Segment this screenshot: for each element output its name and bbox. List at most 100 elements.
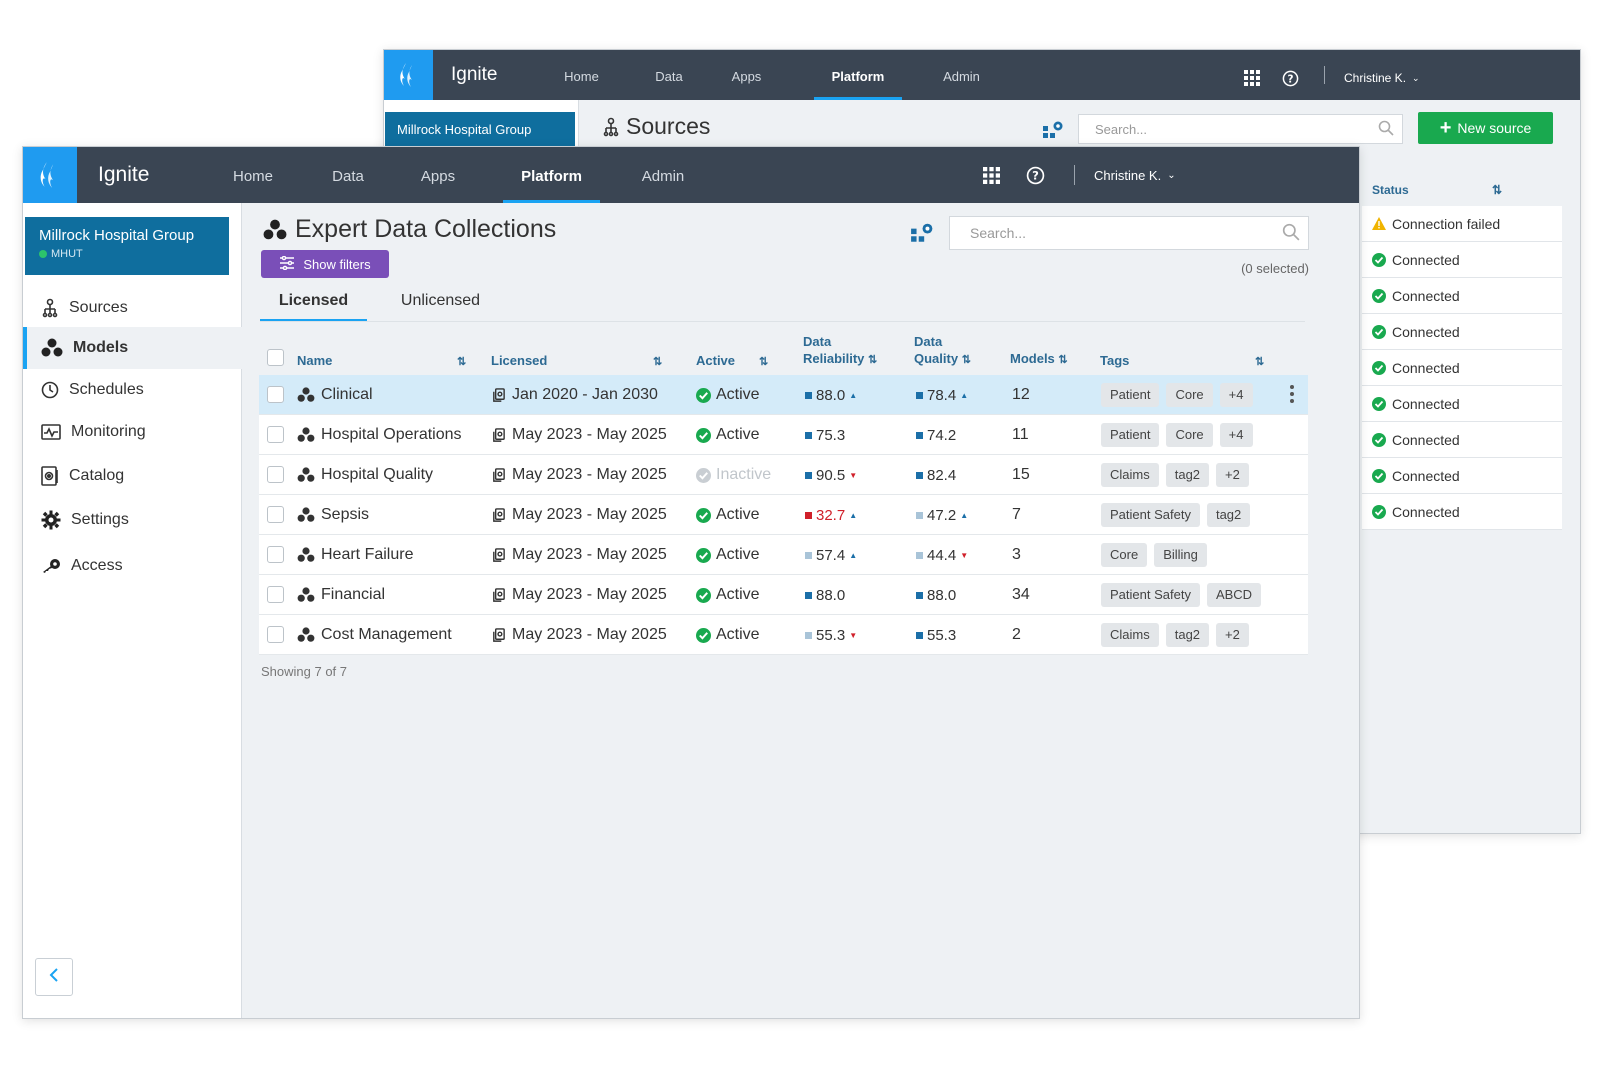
user-menu[interactable]: Christine K. ⌄: [1094, 147, 1176, 203]
tag-chip[interactable]: ABCD: [1206, 583, 1262, 607]
table-row[interactable]: Heart Failure May 2023 - May 2025 Active 57…: [259, 535, 1308, 575]
cell-name[interactable]: Sepsis: [297, 495, 369, 535]
cell-name[interactable]: Cost Management: [297, 615, 452, 655]
tag-chip[interactable]: Core: [1166, 423, 1213, 447]
tab-unlicensed[interactable]: Unlicensed: [400, 292, 481, 309]
col-header-licensed[interactable]: Licensed: [491, 353, 548, 368]
sidebar-item-settings[interactable]: Settings: [23, 499, 242, 541]
row-checkbox[interactable]: [267, 386, 284, 403]
ignite-logo[interactable]: [384, 50, 433, 100]
apps-grid-icon[interactable]: [983, 147, 1000, 203]
row-checkbox[interactable]: [267, 546, 284, 563]
new-source-button[interactable]: + New source: [1418, 112, 1553, 144]
quality-marker: [916, 471, 923, 479]
ignite-logo[interactable]: [23, 147, 77, 203]
table-row[interactable]: Financial May 2023 - May 2025 Active 88.0 88…: [259, 575, 1308, 615]
show-filters-button[interactable]: Show filters: [261, 250, 389, 278]
sidebar-item-monitoring[interactable]: Monitoring: [23, 411, 242, 453]
apps-grid-icon[interactable]: [1244, 50, 1260, 106]
cell-quality: 44.4 ▼: [916, 535, 968, 575]
cell-name[interactable]: Hospital Quality: [297, 455, 433, 495]
tag-chip[interactable]: Core: [1101, 543, 1148, 567]
nav-apps[interactable]: Apps: [731, 69, 762, 84]
search-input[interactable]: Search...: [1078, 114, 1403, 144]
sort-icon[interactable]: ⇅: [1492, 183, 1503, 197]
tab-licensed[interactable]: Licensed: [260, 284, 367, 322]
tag-chip[interactable]: Patient Safety: [1101, 583, 1200, 607]
sidebar-item-catalog[interactable]: Catalog: [23, 455, 242, 497]
select-all-checkbox[interactable]: [267, 349, 284, 366]
active-status: Active: [716, 426, 760, 443]
nav-admin[interactable]: Admin: [943, 69, 980, 84]
help-icon[interactable]: ?: [1026, 147, 1045, 203]
tag-chip[interactable]: Claims: [1101, 463, 1159, 487]
settings-gear-icon[interactable]: [910, 222, 934, 249]
nav-data[interactable]: Data: [655, 69, 683, 84]
nav-apps[interactable]: Apps: [420, 168, 456, 185]
nav-platform[interactable]: Platform: [814, 50, 902, 100]
sort-icon[interactable]: ⇅: [868, 354, 878, 366]
tag-chip[interactable]: +4: [1219, 383, 1253, 407]
row-checkbox[interactable]: [267, 466, 284, 483]
sort-icon[interactable]: ⇅: [653, 356, 663, 368]
nav-platform[interactable]: Platform: [503, 147, 600, 203]
org-selector[interactable]: Millrock Hospital Group MHUT: [25, 217, 229, 275]
sidebar-item-models[interactable]: Models: [23, 327, 242, 369]
table-row[interactable]: Hospital Quality May 2023 - May 2025 Inact…: [259, 455, 1308, 495]
sidebar-item-sources[interactable]: Sources: [23, 287, 242, 329]
col-header-active[interactable]: Active: [696, 353, 736, 368]
sort-icon[interactable]: ⇅: [1255, 356, 1265, 368]
sort-icon[interactable]: ⇅: [1058, 354, 1068, 366]
cell-name[interactable]: Heart Failure: [297, 535, 413, 575]
cell-quality: 74.2: [916, 415, 956, 455]
nav-home[interactable]: Home: [232, 168, 273, 185]
tag-chip[interactable]: tag2: [1206, 503, 1251, 527]
nav-admin[interactable]: Admin: [641, 168, 685, 185]
user-menu[interactable]: Christine K. ⌄: [1344, 50, 1420, 106]
row-checkbox[interactable]: [267, 426, 284, 443]
tag-chip[interactable]: tag2: [1165, 623, 1210, 647]
sidebar-item-label: Models: [73, 339, 129, 356]
sidebar-item-access[interactable]: Access: [23, 545, 242, 587]
col-header-quality[interactable]: Data Quality ⇅: [914, 333, 971, 369]
table-row[interactable]: Hospital Operations May 2023 - May 2025 Ac…: [259, 415, 1308, 455]
tag-chip[interactable]: Core: [1166, 383, 1213, 407]
nav-data[interactable]: Data: [332, 168, 364, 185]
collapse-sidebar-button[interactable]: [35, 958, 73, 996]
table-row[interactable]: Cost Management May 2023 - May 2025 Active…: [259, 615, 1308, 655]
quality-marker: [916, 591, 923, 599]
nav-home[interactable]: Home: [564, 69, 599, 84]
table-row[interactable]: Sepsis May 2023 - May 2025 Active 32.7 ▲ 47.2…: [259, 495, 1308, 535]
cell-name[interactable]: Clinical: [297, 375, 373, 415]
sort-icon[interactable]: ⇅: [457, 356, 467, 368]
tag-chip[interactable]: +4: [1219, 423, 1253, 447]
row-checkbox[interactable]: [267, 586, 284, 603]
sidebar-item-schedules[interactable]: Schedules: [23, 369, 242, 411]
cell-name[interactable]: Hospital Operations: [297, 415, 462, 455]
table-row[interactable]: Clinical Jan 2020 - Jan 2030 Active 88.0 ▲ 78…: [259, 375, 1308, 415]
tag-chip[interactable]: Patient: [1101, 423, 1160, 447]
tag-chip[interactable]: Claims: [1101, 623, 1159, 647]
col-header-reliability[interactable]: Data Reliability ⇅: [803, 333, 877, 369]
tag-chip[interactable]: +2: [1216, 463, 1249, 487]
settings-gear-icon[interactable]: [1042, 120, 1064, 145]
help-icon[interactable]: ?: [1282, 50, 1299, 106]
sort-icon[interactable]: ⇅: [961, 354, 971, 366]
search-input[interactable]: Search...: [949, 216, 1309, 250]
row-checkbox[interactable]: [267, 506, 284, 523]
status-column-header[interactable]: Status ⇅: [1372, 183, 1562, 197]
cell-name[interactable]: Financial: [297, 575, 385, 615]
col-header-name[interactable]: Name: [297, 353, 333, 368]
license-range: May 2023 - May 2025: [512, 546, 667, 563]
tag-chip[interactable]: +2: [1216, 623, 1249, 647]
row-checkbox[interactable]: [267, 626, 284, 643]
tag-chip[interactable]: tag2: [1165, 463, 1210, 487]
tag-chip[interactable]: Patient: [1101, 383, 1160, 407]
tag-chip[interactable]: Billing: [1154, 543, 1207, 567]
col-header-tags[interactable]: Tags: [1100, 353, 1130, 368]
org-selector[interactable]: Millrock Hospital Group: [385, 112, 575, 146]
col-header-models[interactable]: Models ⇅: [1010, 350, 1068, 369]
more-options-icon[interactable]: [1290, 385, 1294, 408]
sort-icon[interactable]: ⇅: [759, 356, 769, 368]
tag-chip[interactable]: Patient Safety: [1101, 503, 1200, 527]
